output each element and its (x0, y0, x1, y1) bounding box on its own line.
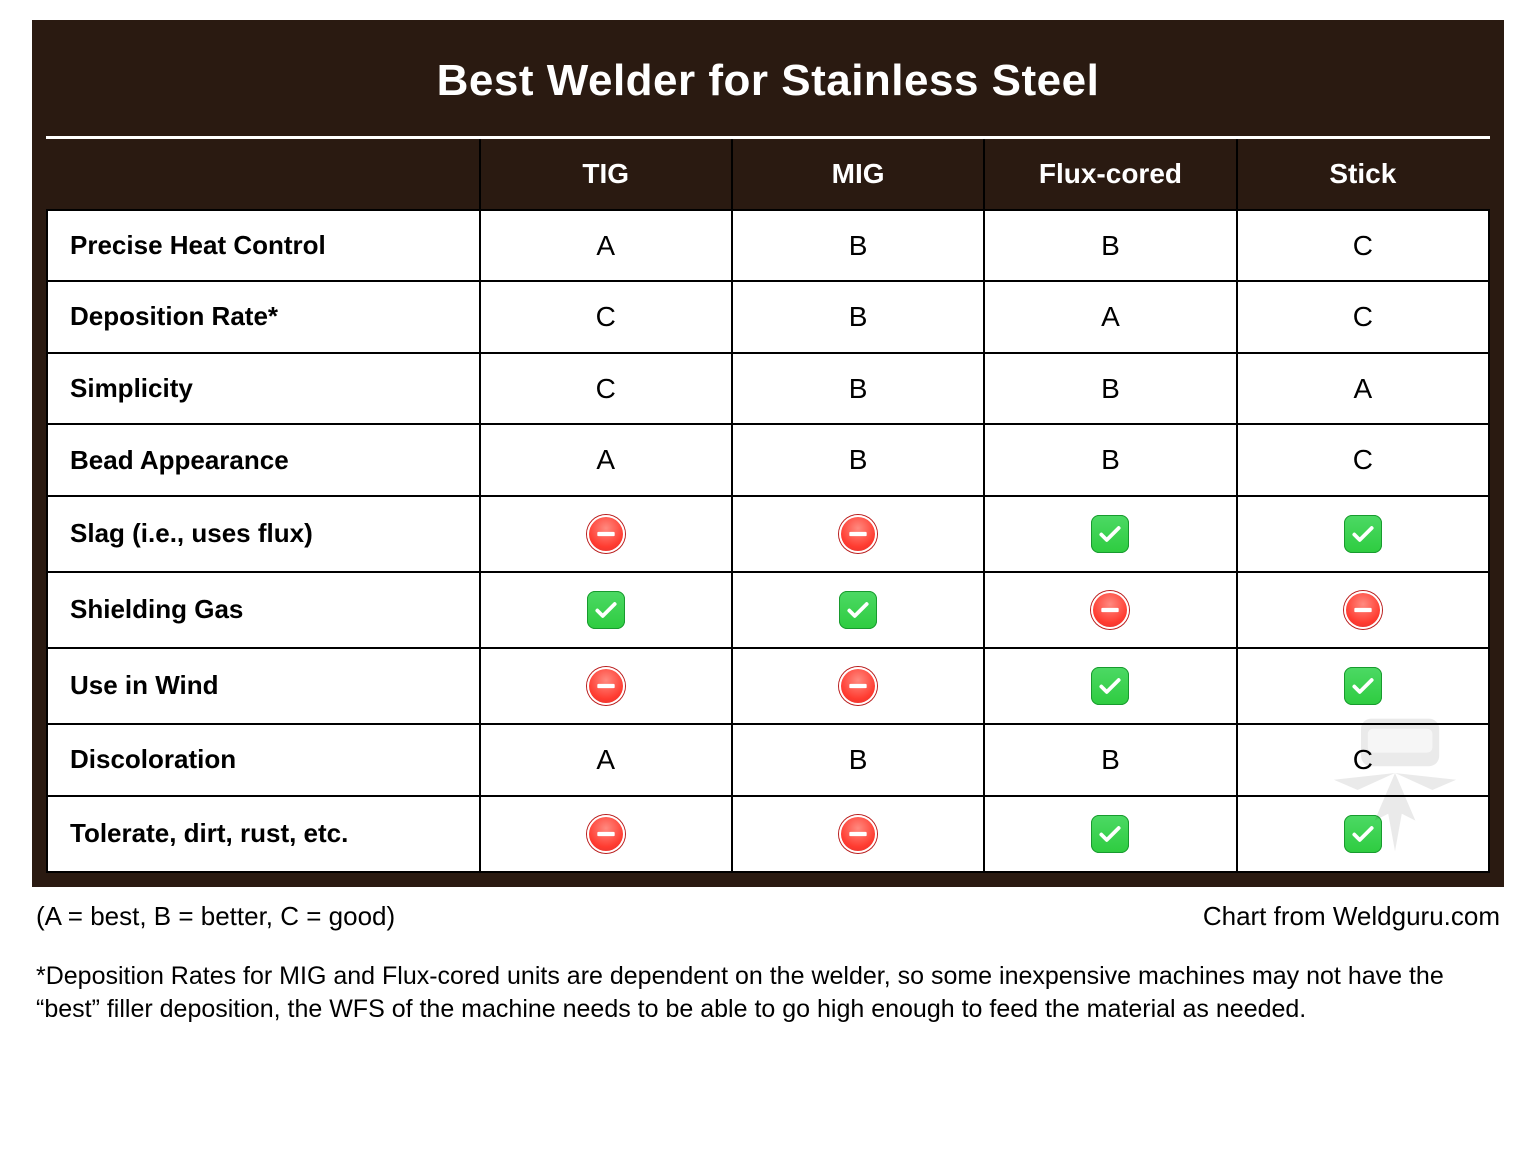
no-entry-icon (587, 515, 625, 553)
table-row: Shielding Gas (47, 572, 1489, 648)
table-cell: B (984, 353, 1236, 425)
row-header: Precise Heat Control (47, 210, 480, 282)
table-cell: A (480, 210, 732, 282)
table-cell: A (984, 281, 1236, 353)
col-header: Stick (1237, 138, 1489, 210)
table-cell: C (1237, 210, 1489, 282)
table-cell: C (1237, 724, 1489, 796)
table-cell: C (1237, 424, 1489, 496)
table-cell (1237, 572, 1489, 648)
footnote: *Deposition Rates for MIG and Flux-cored… (32, 940, 1504, 1028)
col-header: TIG (480, 138, 732, 210)
table-cell (984, 648, 1236, 724)
chart-credit: Chart from Weldguru.com (1203, 901, 1500, 932)
table-cell (480, 496, 732, 572)
row-header: Tolerate, dirt, rust, etc. (47, 796, 480, 872)
page: Best Welder for Stainless Steel TIG MIG … (0, 0, 1536, 1067)
table-header-row: TIG MIG Flux-cored Stick (47, 138, 1489, 210)
no-entry-icon (1091, 591, 1129, 629)
grade-legend: (A = best, B = better, C = good) (36, 901, 395, 932)
no-entry-icon (839, 815, 877, 853)
check-icon (1091, 815, 1129, 853)
table-cell (984, 496, 1236, 572)
check-icon (587, 591, 625, 629)
no-entry-icon (1344, 591, 1382, 629)
table-cell: C (480, 353, 732, 425)
check-icon (1344, 815, 1382, 853)
row-header: Discoloration (47, 724, 480, 796)
check-icon (1344, 515, 1382, 553)
check-icon (1344, 667, 1382, 705)
table-cell: B (732, 424, 984, 496)
table-cell: A (1237, 353, 1489, 425)
no-entry-icon (839, 667, 877, 705)
table-cell (1237, 648, 1489, 724)
comparison-table: TIG MIG Flux-cored Stick Precise Heat Co… (46, 136, 1490, 873)
no-entry-icon (587, 815, 625, 853)
table-corner-cell (47, 138, 480, 210)
table-cell (984, 572, 1236, 648)
table-cell (732, 496, 984, 572)
no-entry-icon (839, 515, 877, 553)
table-row: Use in Wind (47, 648, 1489, 724)
table-body: Precise Heat ControlABBCDeposition Rate*… (47, 210, 1489, 872)
table-cell (480, 796, 732, 872)
table-cell: A (480, 724, 732, 796)
table-cell (732, 572, 984, 648)
row-header: Deposition Rate* (47, 281, 480, 353)
table-cell: C (480, 281, 732, 353)
table-cell (480, 648, 732, 724)
table-cell: B (984, 210, 1236, 282)
col-header: Flux-cored (984, 138, 1236, 210)
table-cell (480, 572, 732, 648)
check-icon (1091, 667, 1129, 705)
comparison-card: Best Welder for Stainless Steel TIG MIG … (32, 20, 1504, 887)
table-cell (1237, 796, 1489, 872)
table-cell (984, 796, 1236, 872)
table-row: SimplicityCBBA (47, 353, 1489, 425)
row-header: Simplicity (47, 353, 480, 425)
table-row: Tolerate, dirt, rust, etc. (47, 796, 1489, 872)
table-cell: B (984, 424, 1236, 496)
no-entry-icon (587, 667, 625, 705)
table-cell: C (1237, 281, 1489, 353)
row-header: Shielding Gas (47, 572, 480, 648)
table-row: Deposition Rate*CBAC (47, 281, 1489, 353)
row-header: Bead Appearance (47, 424, 480, 496)
table-cell (1237, 496, 1489, 572)
table-cell (732, 648, 984, 724)
table-cell: A (480, 424, 732, 496)
check-icon (1091, 515, 1129, 553)
table-cell: B (732, 210, 984, 282)
row-header: Use in Wind (47, 648, 480, 724)
table-row: Precise Heat ControlABBC (47, 210, 1489, 282)
row-header: Slag (i.e., uses flux) (47, 496, 480, 572)
table-cell: B (732, 353, 984, 425)
check-icon (839, 591, 877, 629)
legend-row: (A = best, B = better, C = good) Chart f… (32, 887, 1504, 940)
chart-title: Best Welder for Stainless Steel (46, 34, 1490, 136)
col-header: MIG (732, 138, 984, 210)
table-row: Slag (i.e., uses flux) (47, 496, 1489, 572)
table-row: Bead AppearanceABBC (47, 424, 1489, 496)
table-cell: B (732, 281, 984, 353)
table-cell (732, 796, 984, 872)
table-cell: B (984, 724, 1236, 796)
table-cell: B (732, 724, 984, 796)
table-row: DiscolorationABBC (47, 724, 1489, 796)
